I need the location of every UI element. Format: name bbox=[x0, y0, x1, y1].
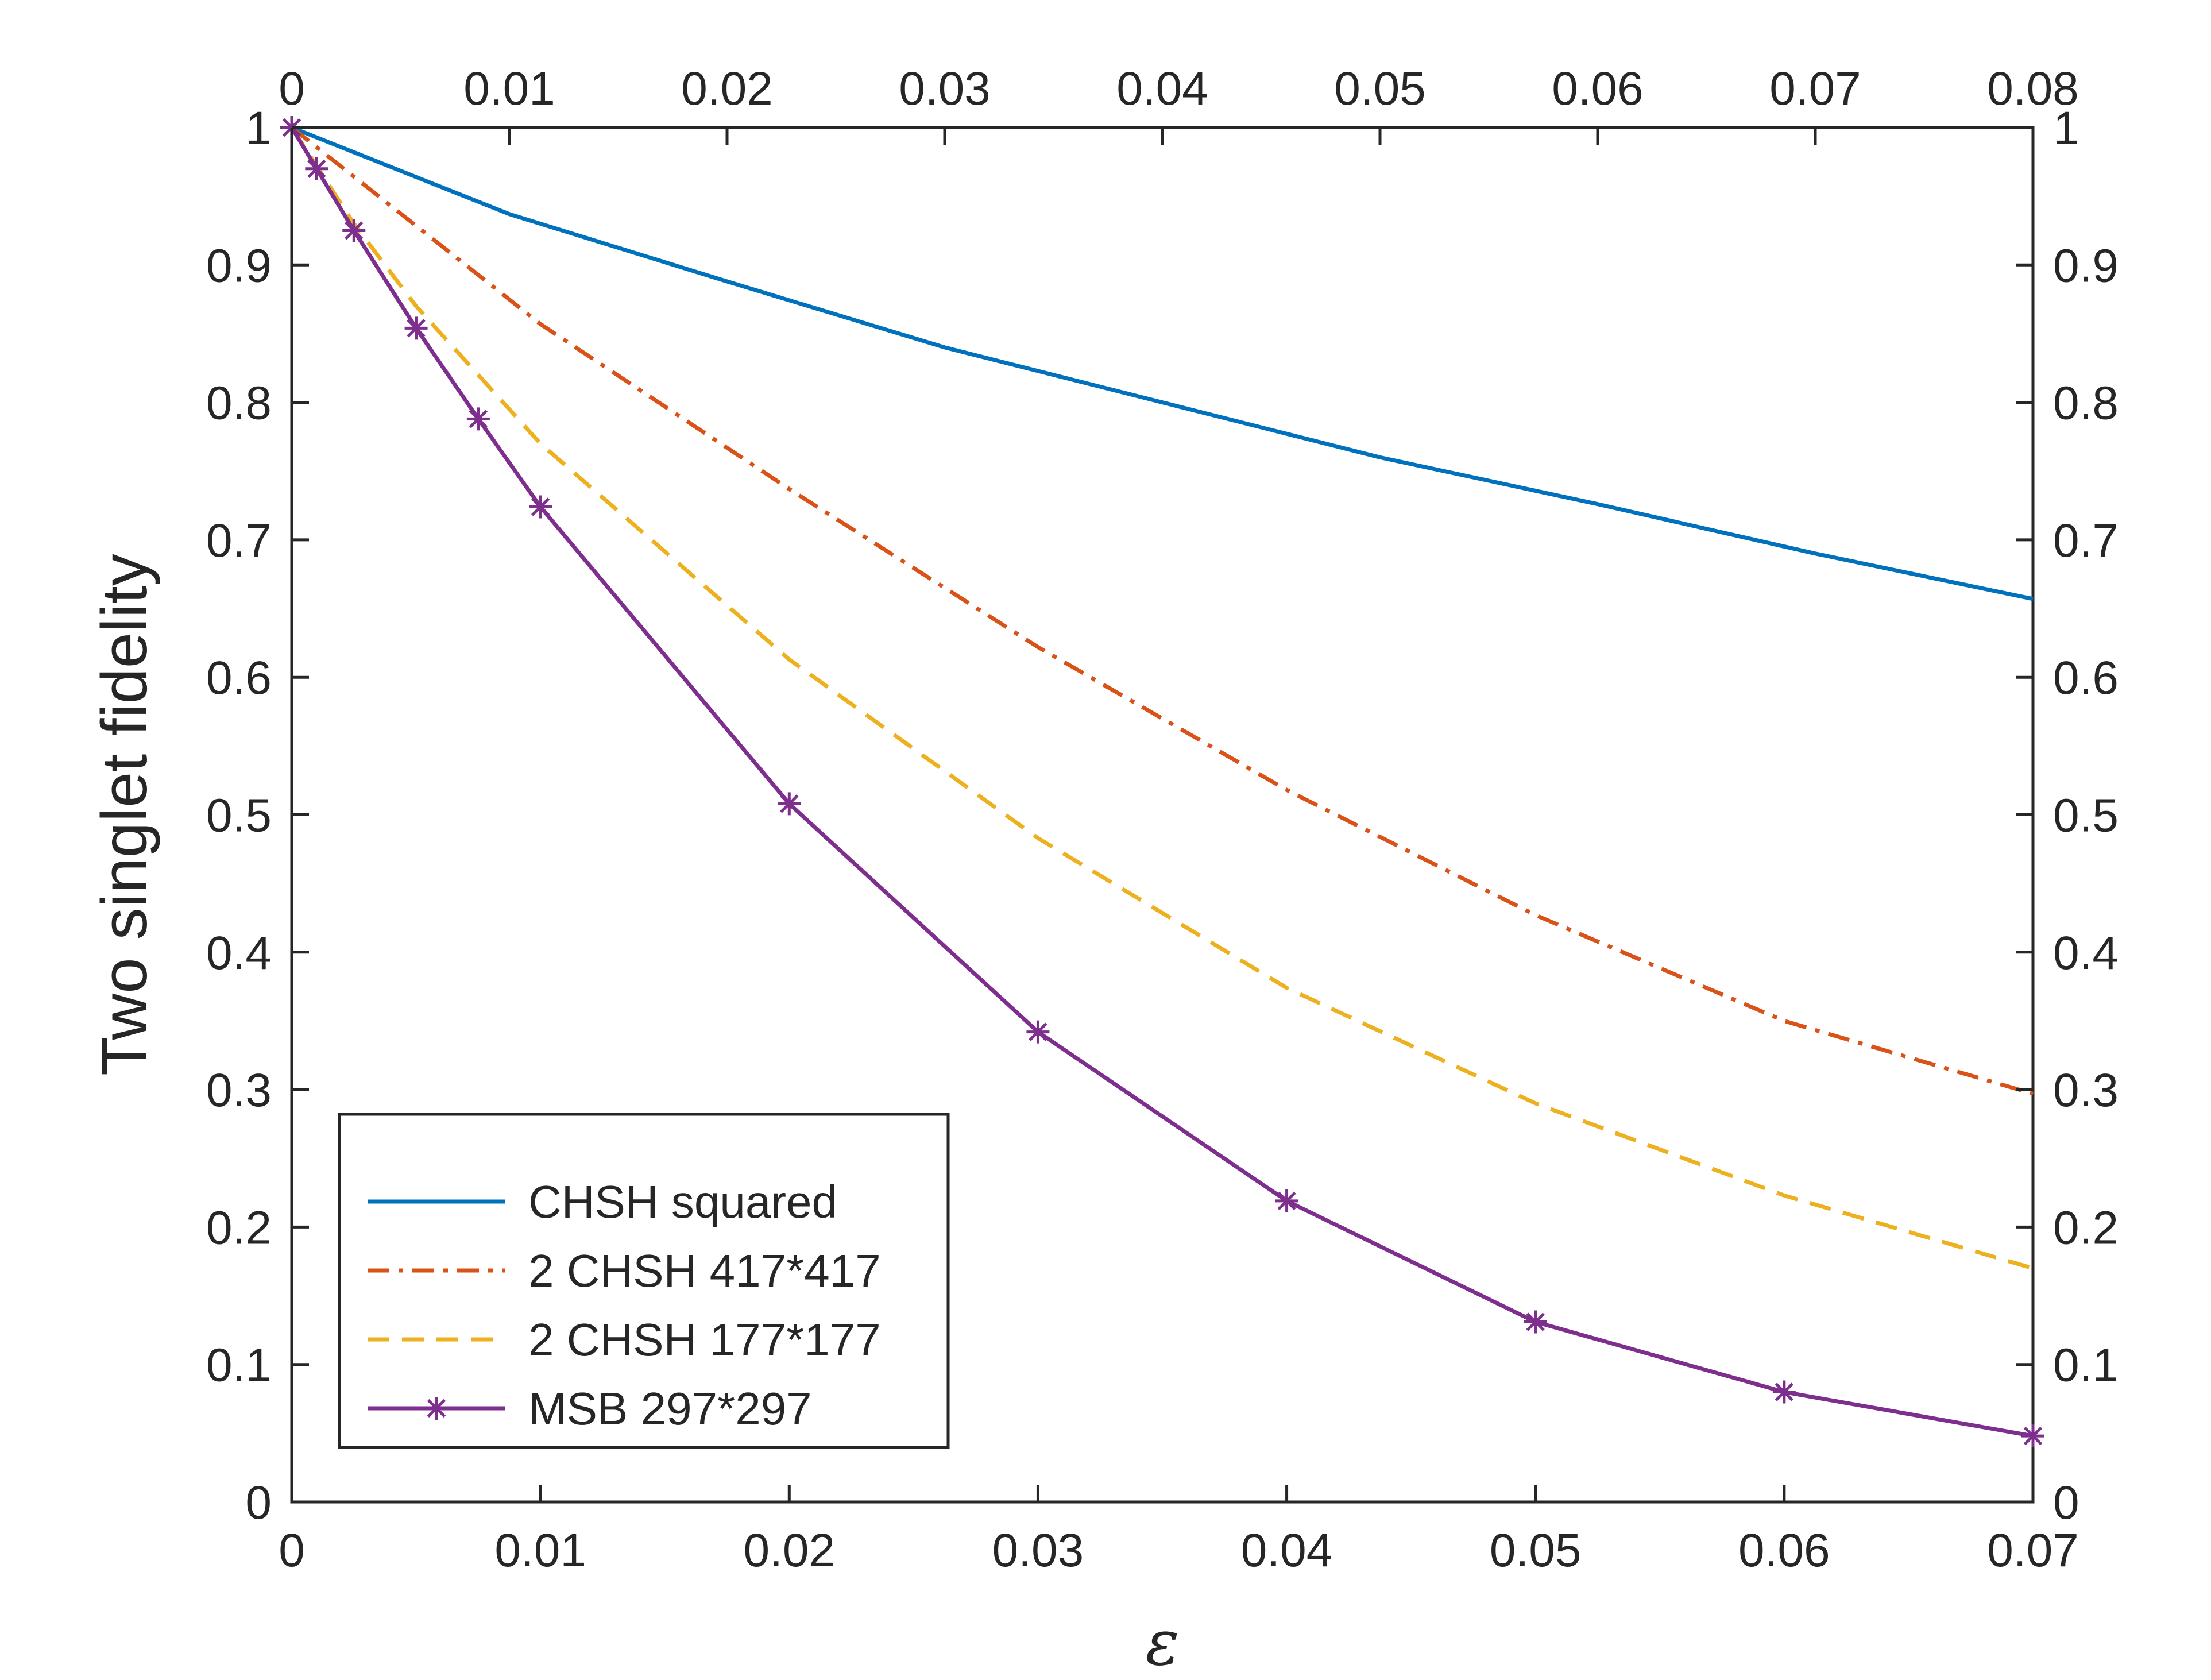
y-right-tick-label: 0.1 bbox=[2053, 1339, 2119, 1392]
y-right-tick-label: 0.7 bbox=[2053, 515, 2119, 567]
y-axis-title: Two singlet fidelity bbox=[88, 554, 160, 1076]
series-line bbox=[290, 126, 2034, 1438]
y-axis-left: 0 0.1 0.2 0.3 0.4 0.5 0.6 0.7 0.8 0.9 1 bbox=[206, 102, 309, 1529]
series-line bbox=[291, 125, 2034, 601]
series-layer bbox=[280, 116, 2044, 1448]
y-left-tick-label: 0.1 bbox=[206, 1339, 272, 1392]
x-top-tick-label: 0.05 bbox=[1334, 63, 1426, 115]
legend-box bbox=[338, 1113, 950, 1449]
y-left-tick-label: 0.4 bbox=[206, 927, 272, 979]
y-right-tick-label: 0.8 bbox=[2053, 377, 2119, 430]
legend-label: 2 CHSH 417*417 bbox=[528, 1245, 881, 1296]
data-point-marker bbox=[342, 219, 366, 242]
x-bottom-tick-label: 0.07 bbox=[1987, 1524, 2079, 1577]
y-right-tick-label: 0.5 bbox=[2053, 790, 2119, 842]
data-point-marker bbox=[1275, 1189, 1298, 1212]
y-left-tick-label: 0.2 bbox=[206, 1202, 272, 1254]
y-left-tick-label: 0 bbox=[245, 1477, 272, 1529]
x-top-tick-label: 0.03 bbox=[899, 63, 991, 115]
x-bottom-tick-label: 0.02 bbox=[743, 1524, 835, 1577]
x-axis-title: ε bbox=[1145, 1606, 1179, 1679]
data-point-marker bbox=[1772, 1380, 1796, 1404]
x-bottom-tick-label: 0.03 bbox=[992, 1524, 1084, 1577]
series-line bbox=[290, 126, 2034, 1096]
y-left-tick-label: 0.6 bbox=[206, 652, 272, 704]
legend-label: MSB 297*297 bbox=[528, 1383, 812, 1434]
data-point-marker bbox=[305, 157, 328, 180]
x-top-tick-label: 0.07 bbox=[1769, 63, 1861, 115]
y-right-tick-label: 0 bbox=[2053, 1477, 2079, 1529]
y-left-tick-label: 0.8 bbox=[206, 377, 272, 430]
legend: CHSH squared 2 CHSH 417*417 2 CHSH 177*177… bbox=[338, 1113, 950, 1449]
y-right-tick-label: 0.9 bbox=[2053, 240, 2119, 292]
x-axis-bottom: 0 0.01 0.02 0.03 0.04 0.05 0.06 0.07 bbox=[279, 1485, 2079, 1577]
x-bottom-tick-label: 0.04 bbox=[1241, 1524, 1333, 1577]
y-right-tick-label: 0.3 bbox=[2053, 1064, 2119, 1117]
x-top-tick-label: 0.04 bbox=[1116, 63, 1208, 115]
data-point-marker bbox=[1026, 1020, 1050, 1044]
y-right-tick-label: 0.4 bbox=[2053, 927, 2119, 979]
y-left-tick-label: 1 bbox=[245, 102, 272, 155]
series-line bbox=[290, 126, 2034, 1270]
legend-label: CHSH squared bbox=[528, 1176, 837, 1227]
y-right-tick-label: 1 bbox=[2053, 102, 2079, 155]
data-point-marker bbox=[778, 792, 801, 816]
x-axis-top: 0 0.01 0.02 0.03 0.04 0.05 0.06 0.07 0.08 bbox=[279, 63, 2079, 145]
x-bottom-tick-label: 0.05 bbox=[1490, 1524, 1582, 1577]
data-point-marker bbox=[425, 1397, 448, 1420]
data-point-marker bbox=[404, 316, 428, 340]
legend-label: 2 CHSH 177*177 bbox=[528, 1314, 881, 1365]
x-bottom-tick-label: 0 bbox=[279, 1524, 305, 1577]
data-point-marker bbox=[466, 407, 490, 431]
y-left-tick-label: 0.5 bbox=[206, 790, 272, 842]
x-top-tick-label: 0.02 bbox=[681, 63, 773, 115]
data-point-marker bbox=[1524, 1310, 1547, 1334]
x-top-tick-label: 0.06 bbox=[1552, 63, 1644, 115]
x-top-tick-label: 0.08 bbox=[1987, 63, 2079, 115]
y-left-tick-label: 0.3 bbox=[206, 1064, 272, 1117]
y-axis-right: 0 0.1 0.2 0.3 0.4 0.5 0.6 0.7 0.8 0.9 1 bbox=[2016, 102, 2119, 1529]
data-point-marker bbox=[529, 495, 552, 519]
data-point-marker bbox=[2021, 1424, 2044, 1448]
x-top-tick-label: 0.01 bbox=[463, 63, 555, 115]
x-bottom-tick-label: 0.06 bbox=[1738, 1524, 1830, 1577]
y-left-tick-label: 0.7 bbox=[206, 515, 272, 567]
x-top-tick-label: 0 bbox=[279, 63, 305, 115]
y-left-tick-label: 0.9 bbox=[206, 240, 272, 292]
y-right-tick-label: 0.2 bbox=[2053, 1202, 2119, 1254]
x-bottom-tick-label: 0.01 bbox=[494, 1524, 586, 1577]
y-right-tick-label: 0.6 bbox=[2053, 652, 2119, 704]
